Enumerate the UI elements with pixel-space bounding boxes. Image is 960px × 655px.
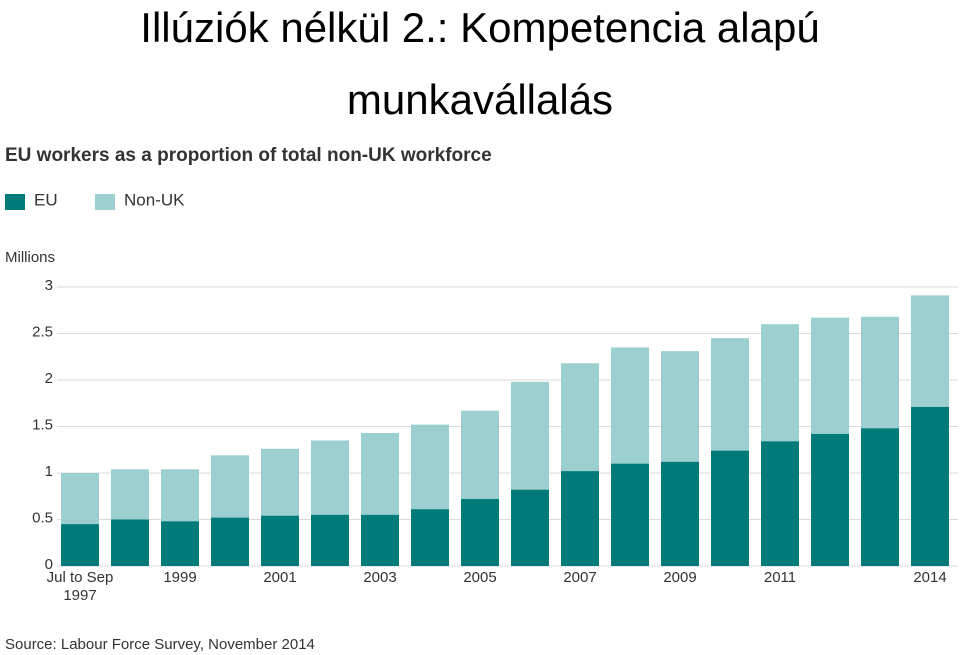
bar [811,433,849,566]
y-tick-label: 1 [45,463,53,480]
bar [261,515,299,566]
x-tick-label: 2001 [263,569,297,586]
x-tick-label: 2003 [363,569,397,586]
bar [411,509,449,566]
x-tick-label: 2014 [913,569,947,586]
y-tick-label: 0 [45,556,53,573]
bar [61,524,99,566]
bar [211,517,249,566]
bar [711,450,749,566]
x-tick-label: Jul to Sep 1997 [46,569,114,604]
bar [761,441,799,566]
slide-title: Illúziók nélkül 2.: Kompetencia alapú mu… [140,4,820,123]
source: Source: Labour Force Survey, November 20… [5,636,315,653]
x-tick-label: 1999 [163,569,197,586]
x-tick-label: 2007 [563,569,597,586]
bar [661,461,699,566]
bar [861,428,899,566]
bar [111,519,149,566]
bar [911,406,949,566]
bar [611,463,649,566]
x-tick-label: 2009 [663,569,697,586]
bar [561,471,599,566]
x-tick-label: 2011 [763,569,797,586]
bar [161,521,199,566]
legend-swatch [95,194,115,210]
legend-swatch [5,194,25,210]
y-axis-label: Millions [5,249,55,266]
bar [461,499,499,566]
y-tick-label: 0.5 [32,509,53,526]
bar [511,489,549,566]
legend-label: Non-UK [124,190,185,209]
y-tick-label: 3 [45,277,53,294]
x-tick-label: 2005 [463,569,497,586]
bar [311,514,349,566]
chart-title: EU workers as a proportion of total non-… [5,145,492,166]
bar [361,514,399,566]
y-tick-label: 2 [45,370,53,387]
y-tick-label: 2.5 [32,323,53,340]
legend-label: EU [34,190,58,209]
y-tick-label: 1.5 [32,416,53,433]
